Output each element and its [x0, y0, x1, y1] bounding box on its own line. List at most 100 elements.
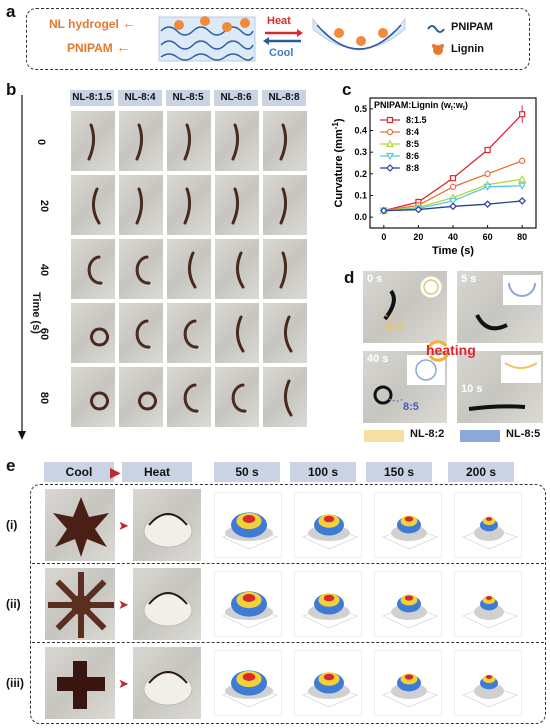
e-sim-frame	[214, 571, 282, 637]
e-sim-frame	[374, 571, 442, 637]
sample-strip	[236, 315, 245, 353]
column-header: NL-8:1.5	[70, 90, 114, 106]
sample-strip	[135, 255, 151, 285]
simulation-render	[222, 670, 278, 708]
sample-strip	[183, 383, 199, 413]
legend-title: PNIPAM:Lignin (wt:wt)	[374, 100, 468, 112]
simulation-render	[382, 515, 438, 550]
sample-strip	[188, 251, 197, 289]
row-tick: 0	[35, 138, 48, 146]
data-point	[386, 128, 394, 136]
legend-label-nl-8-5: NL-8:5	[506, 428, 541, 440]
e-heat-photo	[132, 646, 202, 720]
simulation-render	[382, 673, 438, 708]
legend-swatch-nl-8-5	[460, 430, 500, 442]
sample-strip	[279, 187, 288, 225]
d-shape-0s	[378, 275, 443, 321]
sample-photo	[70, 174, 116, 236]
row-tick: 40	[38, 263, 51, 277]
sample-strip	[231, 383, 247, 413]
sample-photo	[214, 110, 260, 172]
legend-label-nl-8-2: NL-8:2	[410, 428, 445, 440]
sample-strip	[284, 315, 293, 353]
e-sim-frame	[454, 571, 522, 637]
sample-photo	[214, 302, 260, 364]
sample-photo	[262, 366, 308, 428]
e-header: 50 s	[214, 462, 280, 482]
d-time-0s: 0 s	[367, 273, 383, 285]
e-cool-photo	[44, 488, 116, 562]
y-tick-label: 0.3	[354, 147, 367, 157]
data-point	[385, 139, 395, 148]
cool-shape	[53, 497, 109, 557]
sample-photo	[118, 110, 164, 172]
heating-label: heating	[426, 342, 476, 358]
d-photo-0s: 0 s 8:2	[362, 270, 448, 344]
sample-strip	[231, 123, 240, 161]
heat-shape	[143, 513, 193, 548]
sample-strip	[284, 379, 293, 417]
sample-strip	[279, 251, 288, 289]
hydrogel-schematic-curved	[312, 17, 406, 51]
y-tick-label: 0.5	[354, 104, 367, 114]
legend-swatch-nl-8-2	[364, 430, 404, 442]
sample-photo	[118, 302, 164, 364]
simulation-render	[462, 595, 518, 629]
data-point	[386, 164, 394, 172]
nl-hydrogel-label: NL hydrogel ←	[49, 15, 137, 31]
d-shape-5s	[475, 275, 541, 331]
curvature-chart: 0 20 40 60 80 0.0 0.1 0.2 0.3 0.4 0.5 Time (s) Curva…	[331, 97, 537, 257]
sample-strip	[135, 123, 144, 161]
column-header: NL-8:4	[118, 90, 162, 106]
y-tick-label: 0.4	[354, 126, 367, 136]
sample-photo	[262, 174, 308, 236]
data-point	[449, 202, 457, 211]
data-point	[484, 170, 491, 178]
e-sim-frame	[294, 492, 362, 558]
simulation-render	[382, 594, 438, 629]
x-tick-label: 0	[381, 232, 386, 242]
column-header: NL-8:8	[262, 90, 306, 106]
x-axis-label: Time (s)	[432, 245, 474, 257]
row-tick: 80	[38, 391, 51, 405]
heat-label: Heat	[267, 15, 291, 27]
column-header: NL-8:6	[214, 90, 258, 106]
e-row-label: (i)	[6, 518, 18, 532]
data-point	[385, 152, 395, 161]
e-sim-frame	[374, 650, 442, 716]
sample-strip	[183, 123, 192, 161]
cool-label: Cool	[269, 47, 294, 59]
data-point	[483, 200, 492, 209]
simulation-render	[462, 674, 518, 708]
sample-strip	[236, 251, 245, 289]
red-arrow-icon: ➤	[118, 597, 129, 612]
cycle-arrows-icon	[426, 340, 450, 362]
pnipam-label: PNIPAM ←	[67, 39, 131, 55]
panel-b-time-arrow	[18, 95, 26, 440]
heat-cool-arrows	[263, 29, 303, 45]
cool-shape	[57, 661, 105, 709]
sample-strip	[183, 319, 199, 349]
sample-strip	[92, 187, 101, 225]
e-sim-frame	[454, 492, 522, 558]
legend-entry: 8:6	[406, 151, 419, 161]
panel-label-c: c	[342, 80, 352, 99]
d-photo-5s: 5 s	[456, 270, 544, 344]
sample-photo	[70, 302, 116, 364]
x-tick-label: 20	[413, 232, 423, 242]
lignin-blob-icon	[432, 44, 444, 55]
data-point	[414, 205, 423, 214]
d-annot-8-5: 8:5	[403, 401, 419, 413]
e-header: Cool	[44, 462, 114, 482]
sample-photo	[166, 174, 212, 236]
sample-photo	[166, 238, 212, 300]
data-point	[386, 116, 394, 124]
e-header-arrow-icon: ▶	[110, 464, 121, 480]
legend-entry: 8:4	[406, 127, 419, 137]
sample-photo	[118, 366, 164, 428]
e-header: Heat	[122, 462, 192, 482]
sample-strip	[90, 327, 109, 347]
data-point	[518, 174, 527, 183]
y-tick-label: 0.2	[354, 169, 367, 179]
data-point	[518, 197, 527, 205]
